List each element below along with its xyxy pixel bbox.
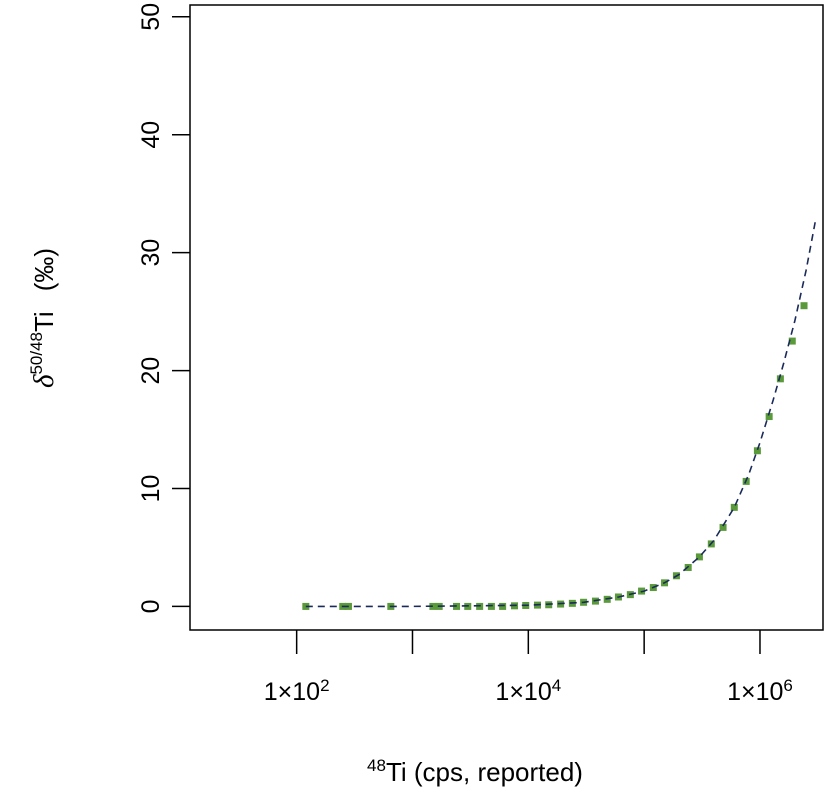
y-axis-label-unit: (‰) (29, 248, 59, 291)
y-axis: 0 10 20 30 40 50 (137, 3, 190, 613)
y-axis-label: δ50/48Ti (‰) (27, 248, 60, 388)
data-point-27 (695, 553, 703, 561)
x-axis-label: 48Ti (cps, reported) (367, 756, 583, 787)
x-tick-label-base: 1×10 (495, 678, 551, 706)
y-tick-label-3: 30 (137, 239, 165, 267)
y-axis-label-main: Ti (29, 311, 59, 332)
x-tick-label-0: 1×102 (264, 676, 330, 706)
y-tick-label-2: 20 (137, 357, 165, 385)
x-tick-label-2: 1×104 (495, 676, 561, 706)
data-point-4 (429, 602, 437, 610)
data-point-10 (499, 602, 507, 610)
y-axis-label-sup: 50/48 (27, 332, 46, 375)
data-point-34 (776, 375, 784, 383)
plot-frame (189, 4, 824, 631)
y-tick-label-1: 10 (137, 475, 165, 503)
data-point-35 (788, 337, 796, 345)
x-tick-label-exp: 2 (320, 676, 329, 695)
data-point-36 (800, 302, 808, 310)
x-tick-label-4: 1×106 (727, 676, 793, 706)
x-tick-label-exp: 4 (552, 676, 561, 695)
y-axis-label-delta: δ (28, 374, 60, 388)
series-layer (302, 221, 816, 610)
data-point-29 (719, 523, 727, 531)
data-point-9 (487, 602, 495, 610)
x-tick-label-base: 1×10 (264, 678, 320, 706)
y-tick-label-4: 40 (137, 121, 165, 149)
data-point-33 (765, 413, 773, 421)
x-axis: 1×102 1×104 1×106 (264, 630, 793, 706)
data-point-30 (730, 503, 738, 511)
x-tick-label-base: 1×10 (727, 678, 783, 706)
y-tick-label-5: 50 (137, 3, 165, 31)
fit-line (305, 221, 816, 608)
points-series (302, 302, 808, 610)
x-tick-label-exp: 6 (783, 676, 792, 695)
data-point-32 (753, 447, 761, 455)
x-axis-label-main: Ti (cps, reported) (386, 757, 583, 787)
x-axis-label-sup: 48 (367, 756, 386, 775)
y-tick-label-0: 0 (137, 599, 165, 613)
